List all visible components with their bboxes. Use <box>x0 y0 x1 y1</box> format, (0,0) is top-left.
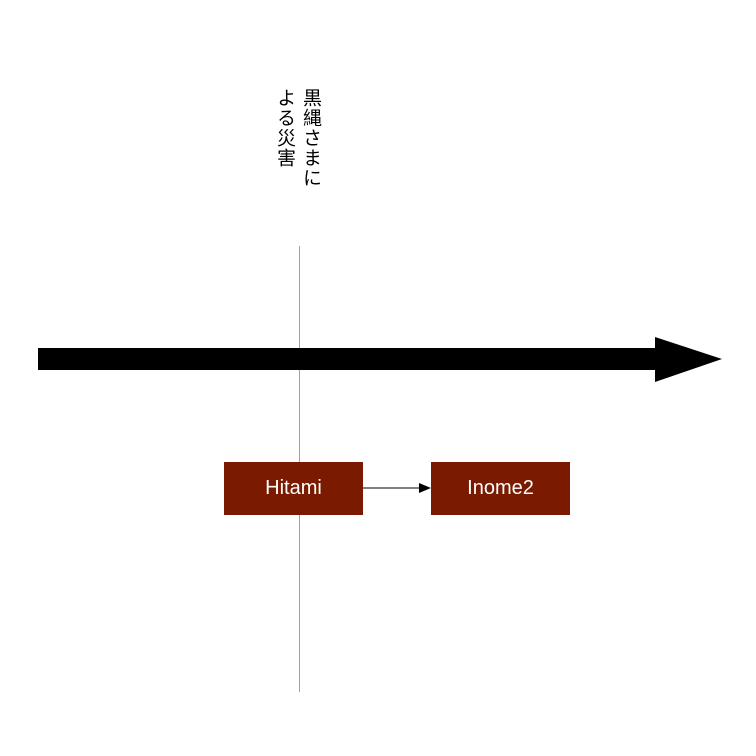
node-inome2[interactable]: Inome2 <box>431 462 570 515</box>
node-inome2-label: Inome2 <box>467 477 534 499</box>
node-hitami[interactable]: Hitami <box>224 462 363 515</box>
node-hitami-label: Hitami <box>265 477 322 499</box>
timeline-arrow-shaft <box>38 348 658 370</box>
timeline-arrowhead <box>655 337 722 382</box>
timeline-arrow <box>38 337 722 382</box>
event-label: 黒縄さまに よる災害 <box>274 88 322 188</box>
